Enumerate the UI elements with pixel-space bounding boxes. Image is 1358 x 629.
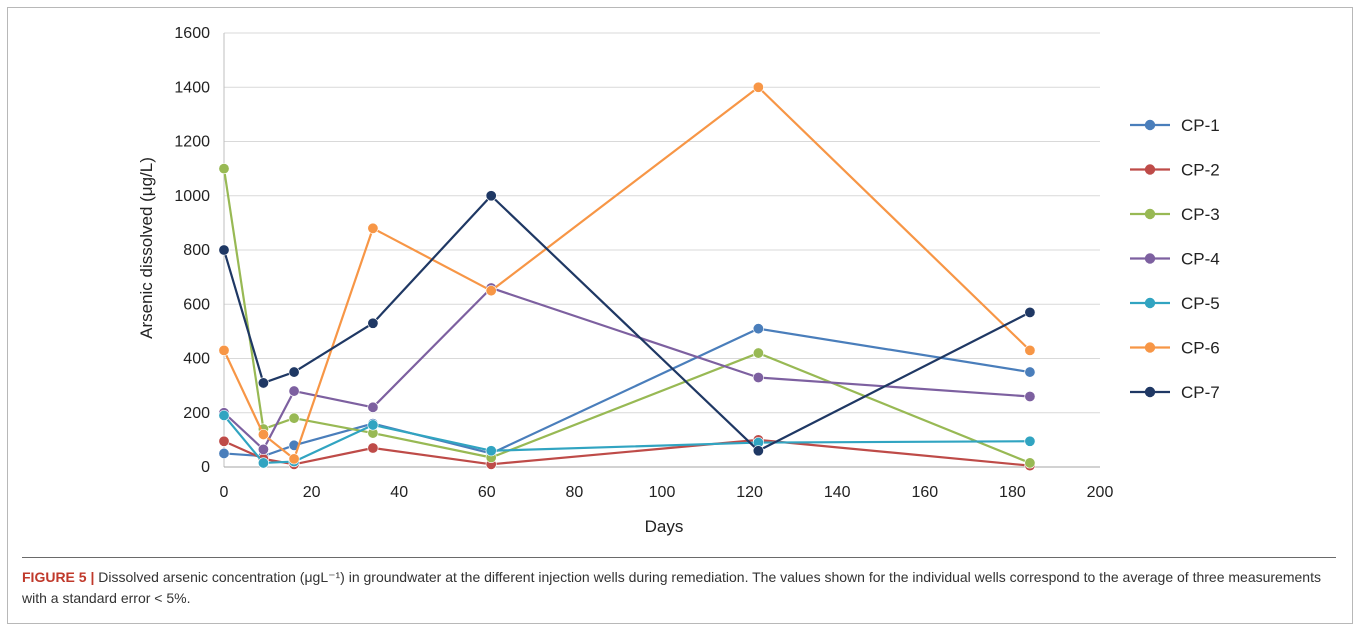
grid-lines xyxy=(224,32,1100,414)
caption-text: Dissolved arsenic concentration (μgL⁻¹) … xyxy=(22,569,1321,606)
x-tick-label: 200 xyxy=(1087,484,1114,501)
line-chart: 0 200 400 600 800 1000 1200 1400 1600 0 20 40 60 80 10… xyxy=(137,25,1220,536)
x-tick-label: 100 xyxy=(649,484,676,501)
legend-label: CP-7 xyxy=(1181,383,1220,402)
data-point xyxy=(367,317,379,329)
legend-item-cp-1: CP-1 xyxy=(1130,116,1220,135)
series-line xyxy=(223,86,1031,460)
legend-marker xyxy=(1144,342,1156,353)
legend-label: CP-6 xyxy=(1181,339,1220,358)
data-point xyxy=(1024,390,1036,402)
series-line xyxy=(223,438,1031,467)
data-point xyxy=(1024,306,1036,318)
data-point xyxy=(367,442,379,454)
legend-item-cp-5: CP-5 xyxy=(1130,294,1220,313)
data-point xyxy=(218,163,230,175)
series-cp-4 xyxy=(218,282,1036,455)
legend-item-cp-6: CP-6 xyxy=(1130,339,1220,358)
legend-item-cp-2: CP-2 xyxy=(1130,161,1220,180)
y-tick-label: 400 xyxy=(183,351,210,368)
data-point xyxy=(257,457,269,469)
data-point xyxy=(257,443,269,455)
data-point xyxy=(752,81,764,93)
legend-label: CP-3 xyxy=(1181,205,1220,224)
y-tick-label: 1600 xyxy=(174,25,210,42)
legend-label: CP-2 xyxy=(1181,161,1220,180)
data-point xyxy=(1024,366,1036,378)
legend-marker xyxy=(1144,208,1156,220)
data-point xyxy=(367,222,379,234)
legend-marker xyxy=(1144,119,1156,131)
data-point xyxy=(288,453,300,465)
legend-marker xyxy=(1144,297,1156,309)
legend-marker xyxy=(1144,386,1156,398)
data-point xyxy=(485,445,497,457)
caption-divider xyxy=(22,557,1336,558)
data-point xyxy=(288,385,300,397)
data-point xyxy=(1024,344,1036,356)
x-tick-label: 0 xyxy=(220,484,229,501)
legend: CP-1 CP-2 CP-3 CP-4 CP-5 CP-6 CP-7 xyxy=(1130,116,1220,402)
data-point xyxy=(752,347,764,359)
x-tick-label: 160 xyxy=(911,484,938,501)
y-tick-label: 0 xyxy=(201,459,210,476)
data-point xyxy=(367,419,379,431)
x-tick-label: 40 xyxy=(390,484,408,501)
data-point xyxy=(1024,457,1036,469)
data-point xyxy=(485,285,497,297)
x-tick-label: 60 xyxy=(478,484,496,501)
x-tick-label: 180 xyxy=(999,484,1026,501)
series-lines xyxy=(218,81,1036,472)
series-cp-3 xyxy=(218,163,1036,469)
series-cp-7 xyxy=(218,190,1036,457)
series-cp-5 xyxy=(218,409,1036,469)
series-line xyxy=(222,168,1031,464)
data-point xyxy=(288,412,300,424)
data-point xyxy=(752,445,764,457)
legend-label: CP-5 xyxy=(1181,294,1220,313)
data-point xyxy=(218,244,230,256)
legend-marker xyxy=(1144,253,1156,264)
data-point xyxy=(218,435,230,447)
data-point xyxy=(218,447,230,459)
x-tick-label: 120 xyxy=(736,484,763,501)
axes: 0 200 400 600 800 1000 1200 1400 1600 0 20 40 60 80 10… xyxy=(174,25,1113,501)
x-tick-label: 20 xyxy=(303,484,321,501)
data-point xyxy=(485,190,497,202)
legend-marker xyxy=(1144,164,1156,175)
legend-item-cp-3: CP-3 xyxy=(1130,205,1220,224)
series-line xyxy=(223,414,1030,465)
legend-label: CP-1 xyxy=(1181,116,1220,135)
data-point xyxy=(288,366,300,378)
y-tick-label: 200 xyxy=(183,405,210,422)
y-tick-label: 1000 xyxy=(174,188,210,205)
data-point xyxy=(218,344,230,356)
y-tick-label: 1200 xyxy=(174,134,210,151)
data-point xyxy=(218,409,230,421)
data-point xyxy=(752,323,764,335)
legend-item-cp-4: CP-4 xyxy=(1130,250,1220,269)
x-tick-label: 140 xyxy=(824,484,851,501)
figure-caption: FIGURE 5 | Dissolved arsenic concentrati… xyxy=(22,567,1332,609)
y-axis-title: Arsenic dissolved (μg/L) xyxy=(137,157,156,339)
y-tick-label: 1400 xyxy=(174,79,210,96)
series-cp-6 xyxy=(218,81,1036,465)
x-axis-title: Days xyxy=(645,517,684,536)
figure-frame xyxy=(7,7,1353,624)
legend-label: CP-4 xyxy=(1181,250,1220,269)
x-tick-label: 80 xyxy=(566,484,584,501)
y-tick-label: 800 xyxy=(183,242,210,259)
figure-label: FIGURE 5 | xyxy=(22,569,95,585)
y-tick-label: 600 xyxy=(183,296,210,313)
data-point xyxy=(367,401,379,413)
data-point xyxy=(257,428,269,440)
data-point xyxy=(257,377,269,389)
data-point xyxy=(752,371,764,383)
data-point xyxy=(1024,435,1036,447)
legend-item-cp-7: CP-7 xyxy=(1130,383,1220,402)
